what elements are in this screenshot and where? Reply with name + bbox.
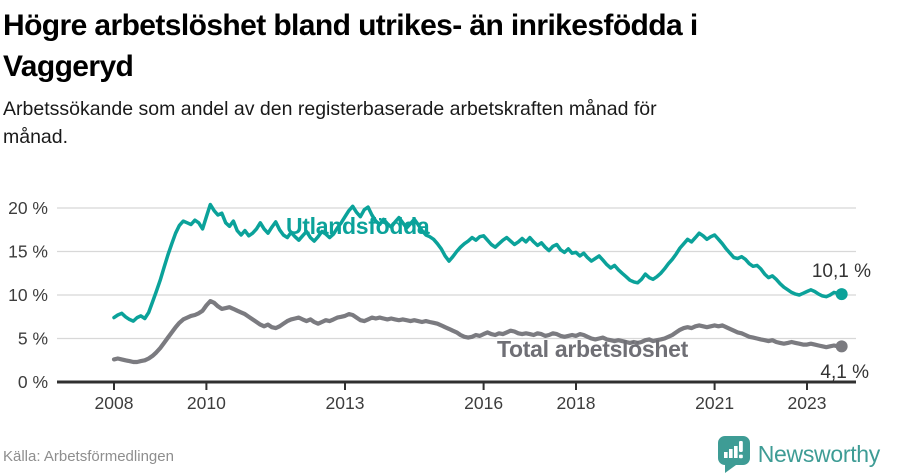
subtitle-line-2: månad. bbox=[3, 126, 69, 148]
title-line-1: Högre arbetslöshet bland utrikes- än inr… bbox=[3, 9, 698, 42]
source-attribution: Källa: Arbetsförmedlingen bbox=[3, 448, 174, 465]
x-axis-label-2023: 2023 bbox=[788, 393, 827, 413]
y-axis-label-0: 0 % bbox=[18, 372, 48, 392]
y-axis-label-5: 5 % bbox=[18, 329, 48, 349]
x-axis-label-2021: 2021 bbox=[695, 393, 734, 413]
chart-subtitle: Arbetssökande som andel av den registerb… bbox=[3, 95, 863, 151]
end-value-label-total-arbetsl-shet: 4,1 % bbox=[820, 362, 869, 383]
title-line-2: Vaggeryd bbox=[3, 50, 134, 83]
series-label-utlandsf-dda: Utlandsfödda bbox=[286, 213, 430, 239]
x-axis-label-2018: 2018 bbox=[557, 393, 596, 413]
x-axis-label-2010: 2010 bbox=[187, 393, 226, 413]
x-axis-label-2013: 2013 bbox=[326, 393, 365, 413]
end-value-label-utlandsf-dda: 10,1 % bbox=[812, 261, 871, 282]
x-axis-label-2008: 2008 bbox=[95, 393, 134, 413]
series-line-total-arbetsl-shet bbox=[111, 299, 844, 365]
series-end-dot-utlandsf-dda bbox=[835, 288, 848, 301]
series-line-utlandsf-dda bbox=[112, 202, 844, 323]
x-axis-label-2016: 2016 bbox=[464, 393, 503, 413]
page-title: Högre arbetslöshet bland utrikes- än inr… bbox=[3, 5, 897, 87]
newsworthy-wordmark: Newsworthy bbox=[757, 440, 881, 467]
subtitle-line-1: Arbetssökande som andel av den registerb… bbox=[3, 98, 657, 120]
y-axis-label-10: 10 % bbox=[8, 285, 48, 305]
series-label-total-arbetsl-shet: Total arbetslöshet bbox=[497, 336, 689, 362]
newsworthy-bubble-chart-icon bbox=[717, 435, 750, 473]
series-end-dot-total-arbetsl-shet bbox=[835, 340, 848, 353]
newsworthy-logo[interactable]: Newsworthy bbox=[717, 435, 881, 473]
y-axis-label-20: 20 % bbox=[8, 198, 48, 218]
y-axis-label-15: 15 % bbox=[8, 242, 48, 262]
